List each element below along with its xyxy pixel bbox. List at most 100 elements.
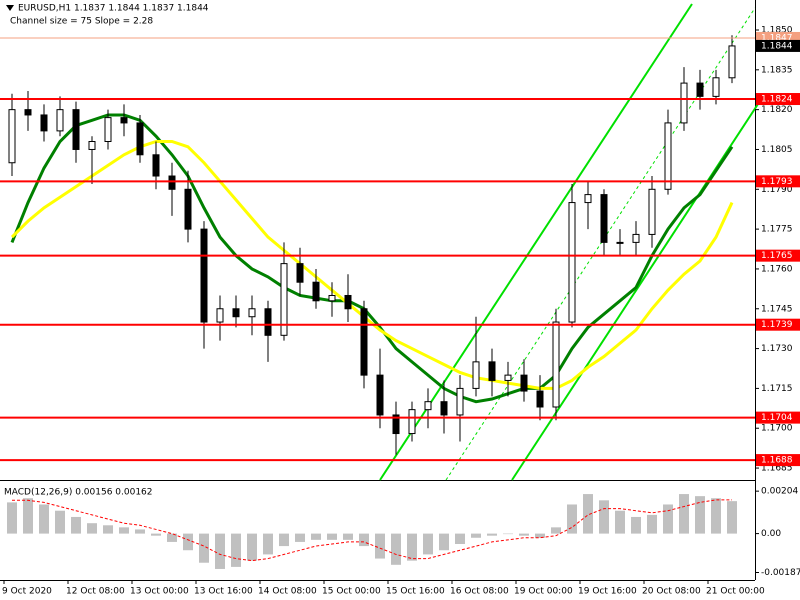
symbol-header: EURUSD,H1 1.1837 1.1844 1.1837 1.1844	[18, 4, 209, 14]
candle-body	[408, 409, 416, 435]
candle-body	[328, 294, 336, 302]
candle-body	[120, 117, 128, 124]
collapse-icon	[6, 5, 14, 11]
macd-bar	[439, 533, 449, 551]
macd-bar	[471, 533, 481, 538]
level-label: 1.1793	[761, 177, 793, 187]
candle-body	[216, 308, 224, 323]
candle-body	[344, 294, 352, 310]
level-label: 1.1765	[761, 251, 793, 261]
candle-body	[728, 45, 736, 79]
macd-bar	[519, 533, 529, 536]
candle-body	[56, 109, 64, 132]
candle-body	[664, 122, 672, 190]
candle-body	[488, 361, 496, 381]
x-tick-label: 19 Oct 16:00	[578, 587, 637, 597]
x-tick-label: 19 Oct 00:00	[514, 587, 573, 597]
y-tick-label: 1.1835	[761, 65, 793, 75]
candle-body	[616, 241, 624, 244]
y-tick-label: 0.00204	[761, 487, 798, 497]
level-label: 1.1688	[761, 456, 793, 466]
level-label: 1.1824	[761, 95, 793, 105]
macd-bar	[487, 533, 497, 536]
ask-box	[756, 31, 800, 44]
candle-body	[552, 321, 560, 408]
macd-bar	[71, 516, 81, 534]
candle-body	[104, 117, 112, 143]
macd-bar	[567, 504, 577, 534]
candle-body	[472, 361, 480, 389]
macd-bar	[215, 533, 225, 569]
candle-body	[520, 374, 528, 392]
level-box	[756, 318, 800, 331]
moving-average	[10, 113, 734, 404]
candle-body	[136, 122, 144, 156]
macd-bar	[39, 504, 49, 534]
x-tick-label: 9 Oct 2020	[2, 587, 52, 597]
y-tick-label: 1.1700	[761, 424, 793, 434]
candle-body	[680, 82, 688, 124]
macd-bar	[247, 533, 257, 561]
candle-body	[200, 228, 208, 323]
macd-bar	[135, 529, 145, 534]
signal-line	[12, 499, 732, 562]
candle-body	[232, 308, 240, 318]
candle-body	[8, 109, 16, 164]
macd-bar	[279, 533, 289, 547]
x-tick-label: 20 Oct 08:00	[642, 587, 701, 597]
macd-bar	[151, 533, 161, 536]
y-tick-label: 1.1805	[761, 145, 793, 155]
macd-bar	[295, 533, 305, 542]
y-tick-label: 1.1850	[761, 26, 793, 36]
plot-frame	[0, 0, 756, 581]
y-tick-label: 1.1685	[761, 464, 793, 474]
macd-bar	[551, 527, 561, 534]
macd-bar	[231, 533, 241, 567]
candle-body	[72, 109, 80, 150]
candle-body	[584, 194, 592, 204]
candle-body	[376, 374, 384, 416]
y-tick-label: 1.1745	[761, 304, 793, 314]
candle-body	[280, 263, 288, 336]
candle-body	[456, 387, 464, 416]
macd-bar	[359, 533, 369, 547]
candle-body	[568, 202, 576, 323]
x-tick-label: 15 Oct 00:00	[322, 587, 381, 597]
candle-body	[88, 141, 96, 150]
candle-body	[632, 233, 640, 243]
macd-bar	[583, 494, 593, 534]
macd-bar	[391, 533, 401, 565]
candle-body	[392, 414, 400, 435]
macd-bar	[167, 533, 177, 542]
macd-header: MACD(12,26,9) 0.00156 0.00162	[4, 488, 153, 498]
macd-bar	[631, 516, 641, 534]
macd-bar	[103, 525, 113, 534]
level-box	[756, 454, 800, 467]
macd-bar	[647, 514, 657, 534]
channel-info: Channel size = 75 Slope = 2.28	[10, 17, 153, 27]
macd-bar	[711, 498, 721, 534]
candle-body	[648, 188, 656, 235]
y-tick-label: -0.00187	[761, 568, 800, 578]
macd-bar	[407, 533, 417, 561]
macd-bar	[23, 498, 33, 534]
macd-bar	[119, 527, 129, 534]
x-tick-label: 15 Oct 16:00	[386, 587, 445, 597]
x-tick-label: 21 Oct 00:00	[706, 587, 765, 597]
candle-body	[184, 188, 192, 230]
candle-body	[264, 308, 272, 336]
macd-bar	[599, 500, 609, 534]
macd-bar	[343, 533, 353, 540]
level-box	[756, 93, 800, 106]
macd-bar	[695, 496, 705, 534]
candle-body	[152, 154, 160, 177]
macd-bar	[455, 533, 465, 545]
x-tick-label: 13 Oct 00:00	[130, 587, 189, 597]
macd-bar	[535, 533, 545, 538]
x-tick-label: 13 Oct 16:00	[194, 587, 253, 597]
y-tick-label: 0.00	[761, 529, 781, 539]
x-tick-label: 16 Oct 08:00	[450, 587, 509, 597]
y-tick-label: 1.1820	[761, 105, 793, 115]
macd-bar	[311, 533, 321, 540]
x-tick-label: 14 Oct 08:00	[258, 587, 317, 597]
